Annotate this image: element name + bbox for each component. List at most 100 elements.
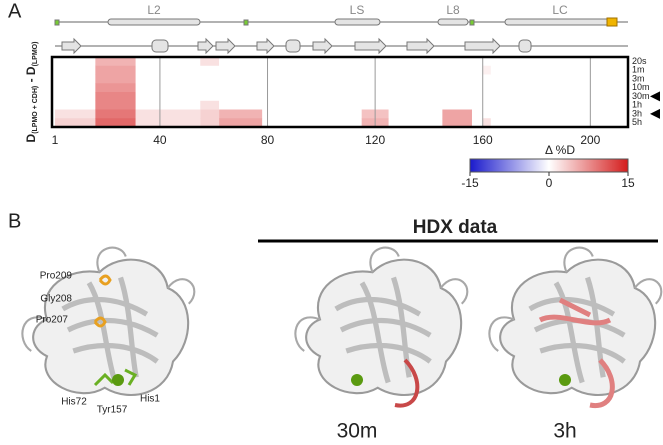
heat-cell [219,100,263,110]
heat-cell [482,57,491,67]
y-axis-label: D(LPMO + CDH) - D(LPMO) [24,42,39,143]
marker [243,19,249,26]
heat-cell [442,83,472,93]
heat-cell [55,57,96,67]
row-label: 1h [632,100,642,110]
heat-cell [200,65,220,75]
region-label: LS [350,3,365,17]
row-label: 3m [632,73,645,83]
copper-ion [351,374,363,386]
loop [107,18,201,26]
x-tick-label: 160 [473,133,493,147]
heat-cell [95,74,136,84]
heat-cell [55,83,96,93]
heat-cell [135,100,201,110]
heat-cell [95,109,136,119]
heat-cell [482,83,491,93]
row-label: 3h [632,108,642,118]
residue-label: Pro207 [36,315,69,326]
heat-cell [95,92,136,102]
heat-cell [95,118,136,128]
copper-ion [559,374,571,386]
heatmap [55,57,591,128]
heat-cell [200,109,220,119]
row-marker [650,91,660,102]
heat-cell [442,109,472,119]
heat-cell [200,92,220,102]
heat-cell [200,118,220,128]
heat-cell [219,118,263,128]
colorbar-label: Δ %D [545,143,575,157]
heat-cell [482,92,491,102]
heat-cell [55,109,96,119]
deuterium-highlight [538,297,615,408]
heat-cell [482,65,491,75]
panel-label: A [8,0,22,22]
heat-cell [219,74,263,84]
heatmap-frame [50,55,630,129]
heat-cell [55,118,96,128]
residue-label: Gly208 [40,294,72,305]
heat-cell [135,92,201,102]
heat-cell [55,74,96,84]
heat-cell [442,118,472,128]
heat-cell [200,83,220,93]
x-tick-label: 40 [153,133,167,147]
heat-cell [95,100,136,110]
heat-cell [482,109,491,119]
heat-cell [55,65,96,75]
colorbar-tick-label: 15 [621,176,635,190]
loop [334,18,381,26]
secondary-structure [61,37,532,55]
heat-cell [135,65,201,75]
heat-cell [442,57,472,67]
colorbar-tick-label: 0 [546,176,553,190]
heat-cell [55,100,96,110]
heat-cell [442,74,472,84]
residue-label: Tyr157 [97,405,128,416]
marker [469,19,475,26]
heat-cell [200,57,220,67]
heat-cell [135,83,201,93]
colorbar-tick-label: -15 [461,176,479,190]
deuterium-highlight [394,358,420,408]
heat-cell [219,65,263,75]
heat-cell [219,57,263,67]
x-tick-label: 1 [52,133,59,147]
marker [54,19,60,26]
residue-label: His1 [140,394,160,405]
heat-cell [482,74,491,84]
region-label: L8 [446,3,460,17]
heat-cell [219,92,263,102]
region-label: LC [552,3,568,17]
x-tick-label: 200 [580,133,600,147]
x-tick-label: 80 [261,133,275,147]
section-title: HDX data [413,217,498,238]
heat-cell [95,57,136,67]
heat-cell [55,92,96,102]
residue-label: His72 [61,397,87,408]
heat-cell [442,100,472,110]
residue-highlight [93,368,138,387]
row-label: 20s [632,56,647,66]
panel-label: B [8,210,21,232]
loop [504,18,616,26]
row-label: 5h [632,117,642,127]
row-label: 1m [632,65,645,75]
residue-label: Pro209 [40,271,73,282]
heat-cell [135,74,201,84]
row-label: 10m [632,82,650,92]
heat-cell [200,74,220,84]
heat-cell [135,57,201,67]
copper-ion [112,374,124,386]
heat-cell [219,109,263,119]
heat-cell [482,100,491,110]
heat-cell [442,65,472,75]
state-label: 3h [553,420,576,443]
heat-cell [135,109,201,119]
x-tick-label: 120 [365,133,385,147]
heat-cell [135,118,201,128]
heat-cell [95,65,136,75]
region-label: L2 [147,3,161,17]
